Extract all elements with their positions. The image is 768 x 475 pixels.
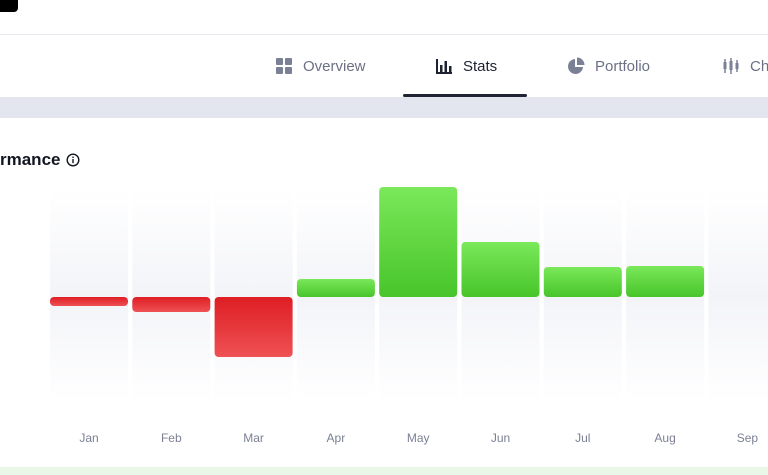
tab-overview-label: Overview <box>303 57 366 75</box>
chart-column-bg <box>214 190 293 402</box>
section-divider <box>0 97 768 118</box>
tab-stats[interactable]: Stats <box>435 35 497 97</box>
grid-icon <box>276 58 292 74</box>
tab-bar: Overview Stats Portfolio Ch <box>0 35 768 97</box>
summary-strip <box>0 467 768 475</box>
performance-title: rmance <box>0 150 80 170</box>
x-tick-label-feb: Feb <box>161 431 182 445</box>
info-icon[interactable] <box>66 153 80 167</box>
bar-mar[interactable] <box>214 297 293 357</box>
chart-column-bg <box>132 190 211 402</box>
tab-portfolio[interactable]: Portfolio <box>567 35 650 97</box>
bar-aug[interactable] <box>626 266 705 297</box>
performance-chart: Jan Feb Mar Apr May Jun Jul Aug Sep <box>50 187 768 445</box>
bar-apr[interactable] <box>296 279 375 297</box>
x-tick-label-jun: Jun <box>491 431 510 445</box>
x-tick-label-sep: Sep <box>737 431 759 445</box>
bar-jan[interactable] <box>50 297 128 306</box>
bar-jul[interactable] <box>543 267 622 297</box>
bar-feb[interactable] <box>132 297 211 312</box>
pie-chart-icon <box>568 57 585 74</box>
tab-stats-label: Stats <box>463 57 498 75</box>
tab-charts-label: Ch <box>750 57 768 75</box>
app-logo[interactable] <box>0 0 18 12</box>
x-tick-label-apr: Apr <box>327 431 346 445</box>
bar-may[interactable] <box>379 187 458 297</box>
bar-jun[interactable] <box>461 242 540 297</box>
tab-charts[interactable]: Ch <box>722 35 768 97</box>
chart-column-bg <box>708 190 768 402</box>
chart-column-bg <box>50 190 128 402</box>
bar-chart-icon <box>436 59 452 74</box>
x-tick-label-jan: Jan <box>79 431 98 445</box>
x-tick-label-mar: Mar <box>243 431 264 445</box>
active-tab-indicator <box>403 94 527 97</box>
tab-overview[interactable]: Overview <box>275 35 366 97</box>
top-strip <box>0 0 768 35</box>
x-tick-label-aug: Aug <box>654 431 675 445</box>
x-tick-label-jul: Jul <box>575 431 590 445</box>
performance-title-text: rmance <box>0 150 61 169</box>
x-tick-label-may: May <box>407 431 430 445</box>
candlestick-icon <box>723 58 739 74</box>
tab-portfolio-label: Portfolio <box>595 57 651 75</box>
